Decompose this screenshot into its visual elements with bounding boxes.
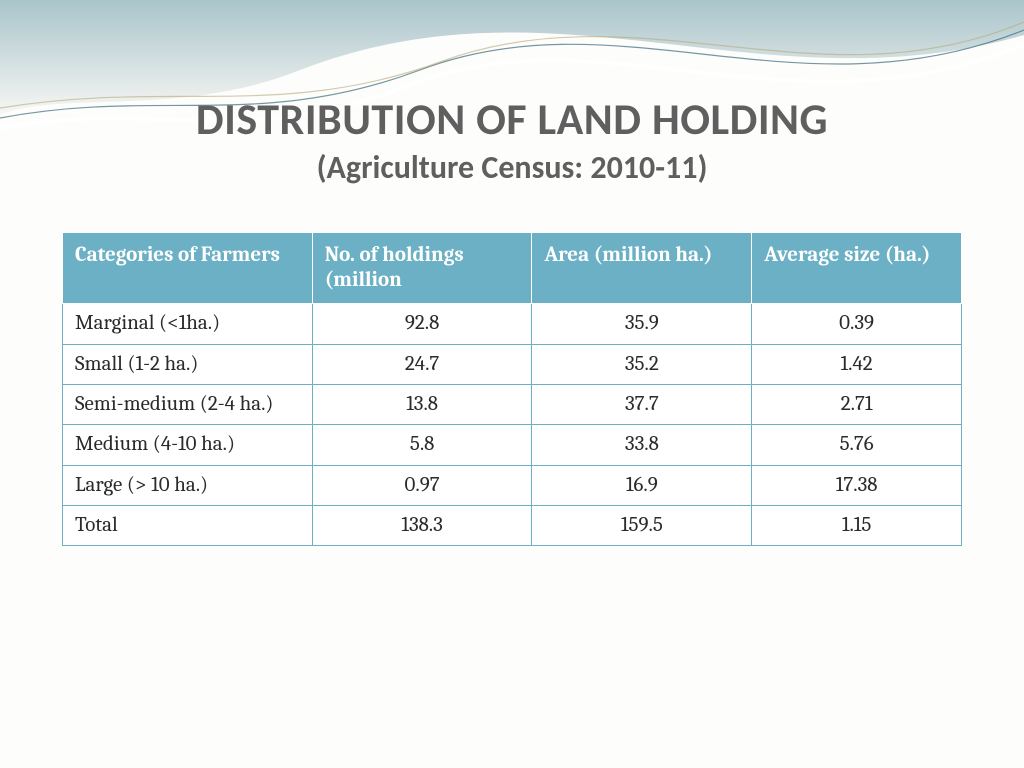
- page-subtitle: (Agriculture Census: 2010-11): [0, 148, 1024, 187]
- cell-area: 37.7: [532, 384, 752, 424]
- cell-avg: 17.38: [752, 465, 962, 505]
- cell-category: Small (1-2 ha.): [63, 344, 313, 384]
- cell-holdings: 13.8: [312, 384, 532, 424]
- col-header-holdings: No. of holdings (million: [312, 233, 532, 304]
- table-row: Semi-medium (2-4 ha.) 13.8 37.7 2.71: [63, 384, 962, 424]
- table-header-row: Categories of Farmers No. of holdings (m…: [63, 233, 962, 304]
- cell-category: Medium (4-10 ha.): [63, 425, 313, 465]
- land-holding-table: Categories of Farmers No. of holdings (m…: [62, 232, 962, 546]
- col-header-avg-size: Average size (ha.): [752, 233, 962, 304]
- col-header-categories: Categories of Farmers: [63, 233, 313, 304]
- cell-area: 16.9: [532, 465, 752, 505]
- cell-area: 33.8: [532, 425, 752, 465]
- title-block: DISTRIBUTION OF LAND HOLDING (Agricultur…: [0, 92, 1024, 187]
- table-row: Medium (4-10 ha.) 5.8 33.8 5.76: [63, 425, 962, 465]
- cell-category: Large (> 10 ha.): [63, 465, 313, 505]
- cell-avg: 1.15: [752, 505, 962, 545]
- table-row: Marginal (<1ha.) 92.8 35.9 0.39: [63, 304, 962, 344]
- cell-category: Total: [63, 505, 313, 545]
- cell-holdings: 5.8: [312, 425, 532, 465]
- table-row-total: Total 138.3 159.5 1.15: [63, 505, 962, 545]
- table-row: Large (> 10 ha.) 0.97 16.9 17.38: [63, 465, 962, 505]
- cell-category: Semi-medium (2-4 ha.): [63, 384, 313, 424]
- cell-avg: 5.76: [752, 425, 962, 465]
- cell-area: 35.2: [532, 344, 752, 384]
- page-title: DISTRIBUTION OF LAND HOLDING: [0, 92, 1024, 146]
- cell-avg: 0.39: [752, 304, 962, 344]
- cell-holdings: 0.97: [312, 465, 532, 505]
- cell-holdings: 92.8: [312, 304, 532, 344]
- cell-avg: 1.42: [752, 344, 962, 384]
- cell-avg: 2.71: [752, 384, 962, 424]
- cell-holdings: 138.3: [312, 505, 532, 545]
- table-row: Small (1-2 ha.) 24.7 35.2 1.42: [63, 344, 962, 384]
- land-holding-table-container: Categories of Farmers No. of holdings (m…: [62, 232, 962, 546]
- col-header-area: Area (million ha.): [532, 233, 752, 304]
- cell-category: Marginal (<1ha.): [63, 304, 313, 344]
- cell-area: 35.9: [532, 304, 752, 344]
- cell-holdings: 24.7: [312, 344, 532, 384]
- cell-area: 159.5: [532, 505, 752, 545]
